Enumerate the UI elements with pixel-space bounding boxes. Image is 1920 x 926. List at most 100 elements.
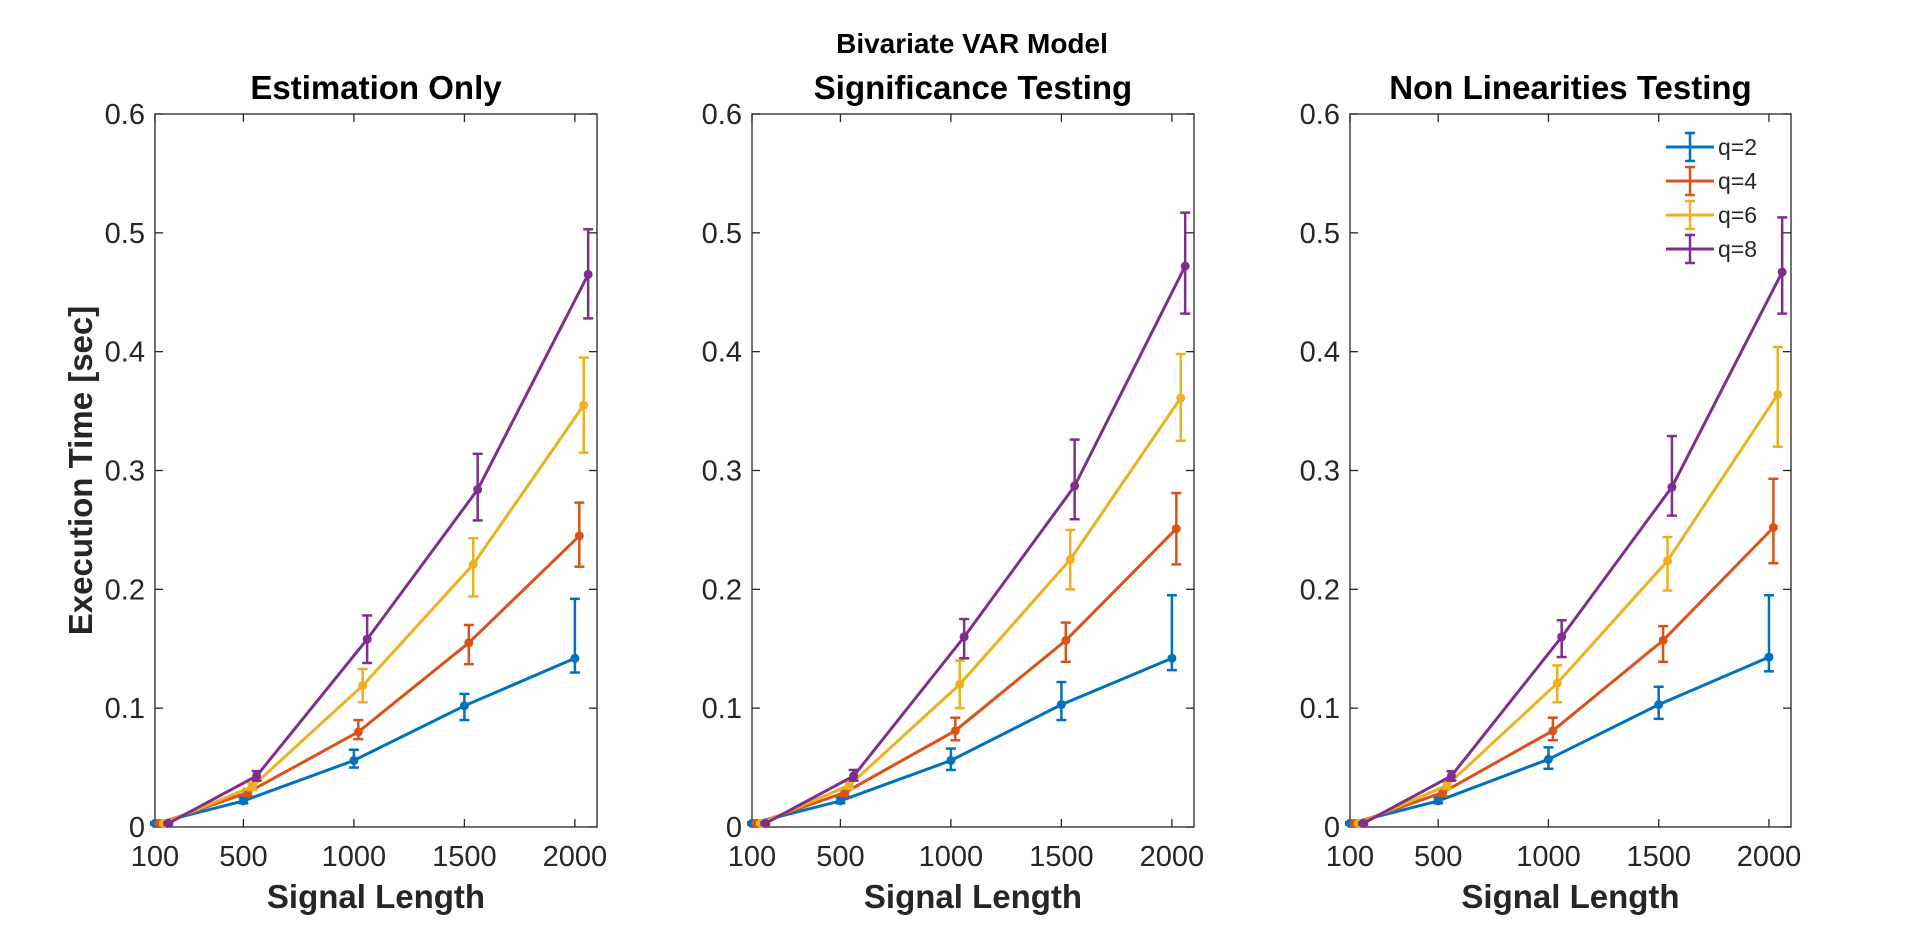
y-tick-label: 0.1: [105, 693, 145, 725]
x-tick-label: 500: [816, 841, 864, 873]
y-tick-label: 0.4: [1300, 337, 1340, 369]
data-point: [247, 782, 257, 792]
y-tick-label: 0.4: [105, 337, 145, 369]
data-point: [358, 681, 368, 691]
data-point: [1065, 555, 1075, 565]
panel-non-linearities-testing: Non Linearities Testing 0 0.1 0.2 0.3 0.4 0.5 0…: [1300, 69, 1802, 915]
y-tick-label: 0.2: [702, 574, 742, 606]
x-axis-label: Signal Length: [267, 878, 485, 915]
y-tick-label: 0: [1324, 812, 1340, 844]
y-tick-label: 0.3: [702, 456, 742, 488]
y-tick-label: 0.2: [105, 574, 145, 606]
data-point: [1768, 523, 1778, 533]
series-q8: [1358, 216, 1788, 828]
data-point: [464, 638, 474, 648]
x-tick-label: 1500: [1626, 841, 1691, 873]
data-point: [835, 796, 845, 806]
data-point: [1667, 482, 1677, 492]
data-point: [238, 796, 248, 806]
y-tick-label: 0.5: [702, 218, 742, 250]
x-tick-label: 100: [131, 841, 179, 873]
x-tick-label: 100: [728, 841, 776, 873]
panel-title: Non Linearities Testing: [1389, 69, 1751, 106]
data-point: [1654, 700, 1664, 710]
data-point: [1777, 267, 1787, 277]
data-point: [1070, 481, 1080, 491]
legend-label: q=4: [1718, 168, 1757, 194]
data-point: [840, 788, 850, 798]
data-point: [950, 726, 960, 736]
x-axis-label: Signal Length: [864, 878, 1082, 915]
series-q4: [154, 501, 585, 828]
y-tick-label: 0.3: [1300, 456, 1340, 488]
data-point: [1176, 393, 1186, 403]
axes-frame: [751, 113, 1195, 828]
x-tick-label: 1000: [322, 841, 387, 873]
data-point: [1552, 678, 1562, 688]
legend: q=2 q=4 q=6 q=8: [1666, 131, 1757, 265]
y-tick-label: 0.5: [1300, 218, 1340, 250]
data-point: [473, 485, 483, 495]
data-point: [1442, 780, 1452, 790]
x-tick-label: 100: [1326, 841, 1374, 873]
data-point: [1167, 653, 1177, 663]
axes-frame: [154, 113, 598, 828]
y-tick-label: 0: [129, 812, 145, 844]
data-point: [1171, 524, 1181, 534]
panel-estimation-only: Estimation Only 0 0.1 0.2 0.3 0.4 0.5 0.6 100 500…: [62, 69, 607, 915]
legend-label: q=6: [1718, 202, 1757, 228]
data-point: [574, 531, 584, 541]
legend-label: q=2: [1718, 134, 1757, 160]
y-tick-label: 0.1: [1300, 693, 1340, 725]
panel-significance-testing: Significance Testing 0 0.1 0.2 0.3 0.4 0.5 0.6 1…: [702, 69, 1204, 915]
data-point: [1438, 788, 1448, 798]
data-point: [252, 771, 262, 781]
y-tick-label: 0: [726, 812, 742, 844]
y-tick-label: 0.6: [1300, 99, 1340, 131]
legend-item: q=4: [1666, 165, 1757, 197]
legend-item: q=8: [1666, 233, 1757, 265]
data-point: [849, 771, 859, 781]
x-tick-label: 2000: [1737, 841, 1802, 873]
data-point: [1056, 700, 1066, 710]
legend-item: q=2: [1666, 131, 1757, 163]
legend-item: q=6: [1666, 199, 1757, 231]
y-tick-label: 0.3: [105, 456, 145, 488]
x-tick-label: 2000: [1140, 841, 1205, 873]
series-q2: [1345, 594, 1774, 828]
data-point: [1061, 635, 1071, 645]
data-point: [163, 818, 173, 828]
legend-label: q=8: [1718, 236, 1757, 262]
data-point: [1446, 771, 1456, 781]
y-tick-label: 0.4: [702, 337, 742, 369]
data-point: [1658, 635, 1668, 645]
data-point: [1180, 261, 1190, 271]
data-point: [1543, 754, 1553, 764]
data-point: [1764, 652, 1774, 662]
panel-title: Significance Testing: [814, 69, 1132, 106]
x-tick-label: 1000: [1516, 841, 1581, 873]
data-point: [579, 400, 589, 410]
data-point: [459, 701, 469, 711]
data-point: [1548, 726, 1558, 736]
data-point: [1557, 632, 1567, 642]
series-q8: [163, 228, 594, 828]
panel-title: Estimation Only: [250, 69, 502, 106]
y-tick-label: 0.5: [105, 218, 145, 250]
x-tick-label: 2000: [543, 841, 608, 873]
figure-suptitle: Bivariate VAR Model: [836, 28, 1108, 59]
data-point: [955, 679, 965, 689]
data-point: [362, 634, 372, 644]
data-point: [1433, 796, 1443, 806]
series-q8: [760, 211, 1191, 828]
x-tick-label: 1500: [432, 841, 497, 873]
data-point: [349, 755, 359, 765]
x-axis-label: Signal Length: [1461, 878, 1679, 915]
y-axis-label: Execution Time [sec]: [62, 306, 99, 636]
data-point: [1663, 556, 1673, 566]
y-tick-label: 0.1: [702, 693, 742, 725]
data-point: [959, 632, 969, 642]
data-point: [570, 653, 580, 663]
x-tick-label: 1500: [1029, 841, 1094, 873]
